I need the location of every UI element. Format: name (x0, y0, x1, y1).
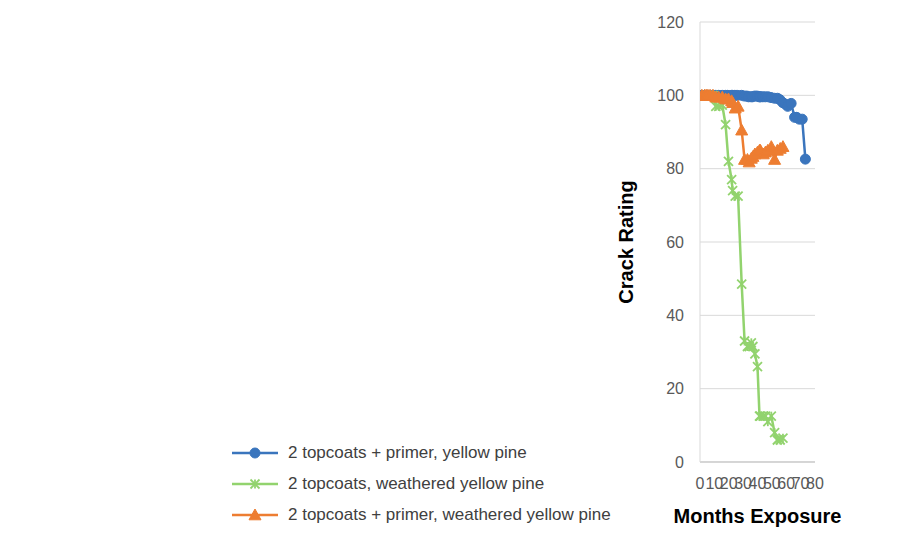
svg-text:100: 100 (657, 87, 684, 104)
svg-text:Crack Rating: Crack Rating (615, 180, 637, 303)
svg-text:50: 50 (763, 475, 781, 493)
svg-text:Months Exposure: Months Exposure (674, 505, 842, 527)
svg-text:60: 60 (666, 234, 684, 251)
svg-text:0: 0 (696, 475, 705, 492)
svg-text:80: 80 (806, 475, 824, 492)
svg-text:40: 40 (666, 307, 684, 324)
svg-text:20: 20 (666, 380, 684, 397)
svg-text:120: 120 (657, 14, 684, 31)
svg-text:40: 40 (748, 475, 767, 493)
svg-text:10: 10 (705, 475, 724, 493)
svg-text:0: 0 (675, 454, 684, 471)
svg-text:60: 60 (777, 475, 796, 493)
html-text:2 topcoats + primer, weathered: 2 topcoats + primer, weathered yellow pi… (288, 504, 611, 524)
svg-text:20: 20 (719, 475, 738, 493)
svg-text:80: 80 (666, 160, 684, 177)
svg-text:30: 30 (734, 475, 752, 493)
html-text:2 topcoats + primer, yellow pi: 2 topcoats + primer, yellow pine (288, 442, 527, 462)
svg-text:70: 70 (791, 475, 810, 493)
html-text:2 topcoats, weathered yellow p: 2 topcoats, weathered yellow pine (288, 473, 545, 493)
